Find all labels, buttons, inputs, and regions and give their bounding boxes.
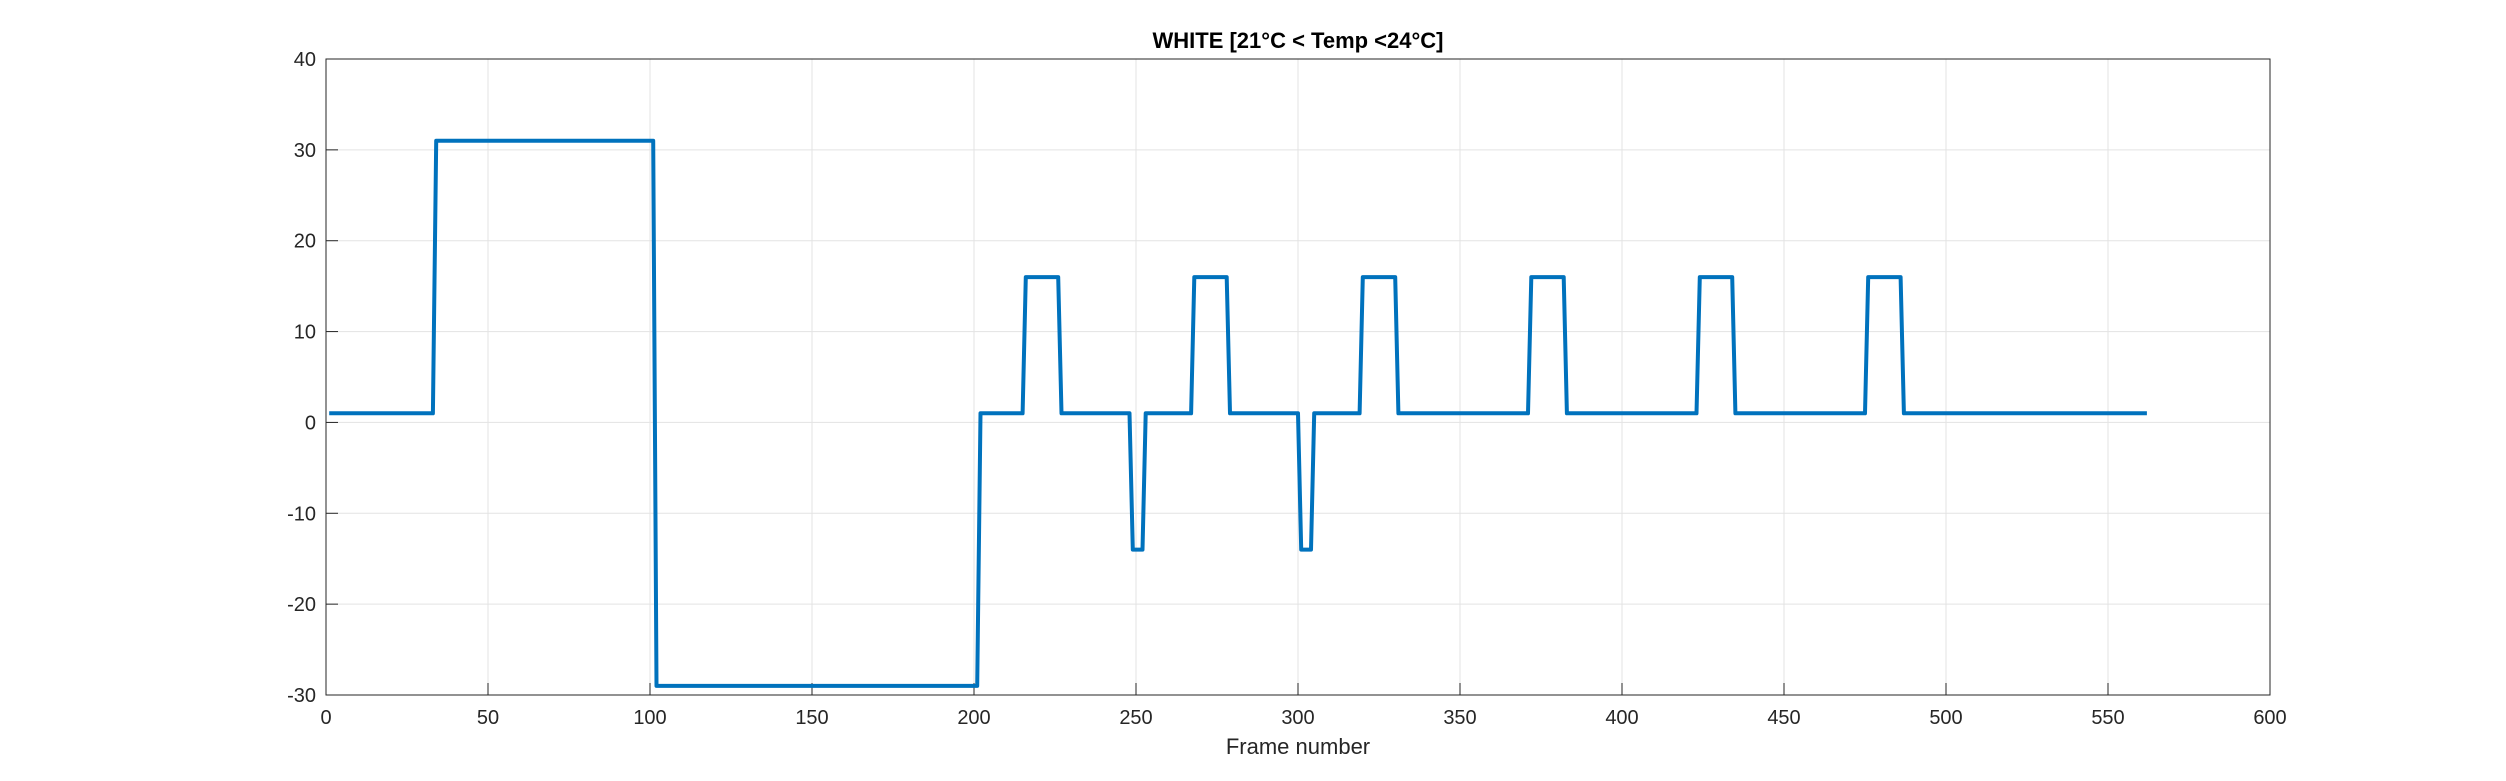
y-tick-label: 20 — [294, 231, 316, 253]
tick-labels: 0 50 100 150 200 250 300 350 400 450 500 550 600-30-… — [287, 49, 2287, 729]
x-tick-label: 350 — [1443, 707, 1476, 729]
y-tick-label: 40 — [294, 49, 316, 71]
data-layer — [329, 138, 2147, 688]
y-tick-label: 10 — [294, 322, 316, 344]
x-tick-label: 300 — [1281, 707, 1314, 729]
series-line — [329, 138, 2147, 688]
x-tick-label: 50 — [477, 707, 499, 729]
x-tick-label: 0 — [320, 707, 331, 729]
x-axis-title: Frame number — [1226, 734, 1370, 759]
x-tick-label: 100 — [633, 707, 666, 729]
x-tick-label: 550 — [2091, 707, 2124, 729]
x-tick-label: 150 — [795, 707, 828, 729]
x-tick-label: 500 — [1929, 707, 1962, 729]
y-tick-label: -10 — [287, 503, 316, 525]
y-tick-label: 0 — [305, 412, 316, 434]
x-tick-label: 600 — [2253, 707, 2286, 729]
chart-title: WHITE [21°C < Temp <24°C] — [1152, 28, 1443, 53]
x-tick-label: 200 — [957, 707, 990, 729]
x-tick-label: 250 — [1119, 707, 1152, 729]
axes — [325, 58, 2271, 696]
y-tick-label: 30 — [294, 140, 316, 162]
x-tick-label: 400 — [1605, 707, 1638, 729]
y-tick-label: -20 — [287, 594, 316, 616]
y-tick-label: -30 — [287, 685, 316, 707]
x-tick-label: 450 — [1767, 707, 1800, 729]
